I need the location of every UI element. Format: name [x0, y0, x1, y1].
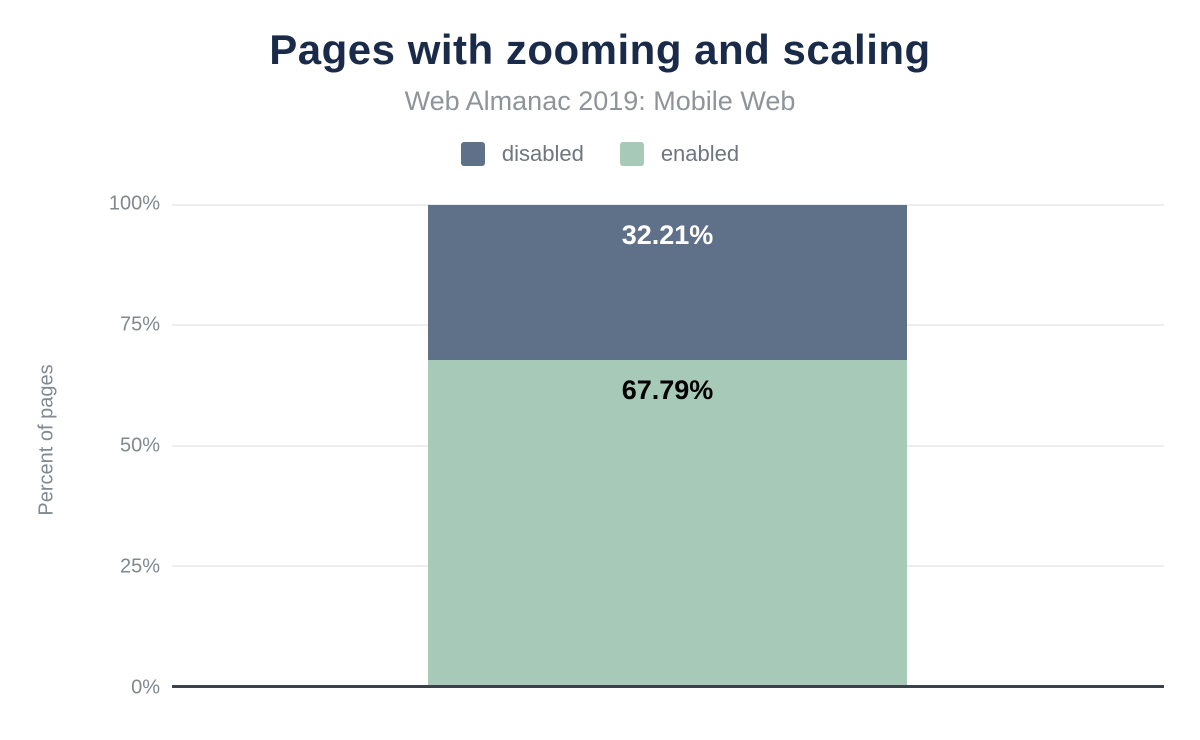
- y-tick-label-75: 75%: [119, 313, 160, 336]
- bar-label-disabled: 32.21%: [621, 220, 714, 250]
- y-tick-label-50: 50%: [119, 434, 160, 457]
- legend-label-disabled: disabled: [501, 141, 584, 166]
- y-tick-label-100: 100%: [108, 192, 160, 215]
- plot-area: 32.21% 67.79%: [172, 204, 1164, 688]
- legend: disabled enabled: [0, 141, 1200, 167]
- bar-label-enabled: 67.79%: [621, 374, 714, 405]
- legend-item-disabled: disabled: [460, 141, 584, 167]
- y-tick-label-0: 0%: [131, 676, 160, 699]
- legend-swatch-enabled: [619, 142, 644, 166]
- legend-label-enabled: enabled: [660, 141, 740, 166]
- y-axis-title: Percent of pages: [35, 364, 58, 516]
- y-tick-label-25: 25%: [119, 555, 160, 578]
- bar-segment-enabled: 67.79%: [428, 359, 907, 685]
- chart-subtitle: Web Almanac 2019: Mobile Web: [404, 86, 796, 116]
- legend-item-enabled: enabled: [619, 141, 740, 167]
- bar-segment-disabled: 32.21%: [428, 205, 907, 360]
- legend-swatch-disabled: [460, 142, 485, 166]
- chart-title: Pages with zooming and scaling: [269, 26, 931, 73]
- stacked-bar: 32.21% 67.79%: [428, 205, 907, 685]
